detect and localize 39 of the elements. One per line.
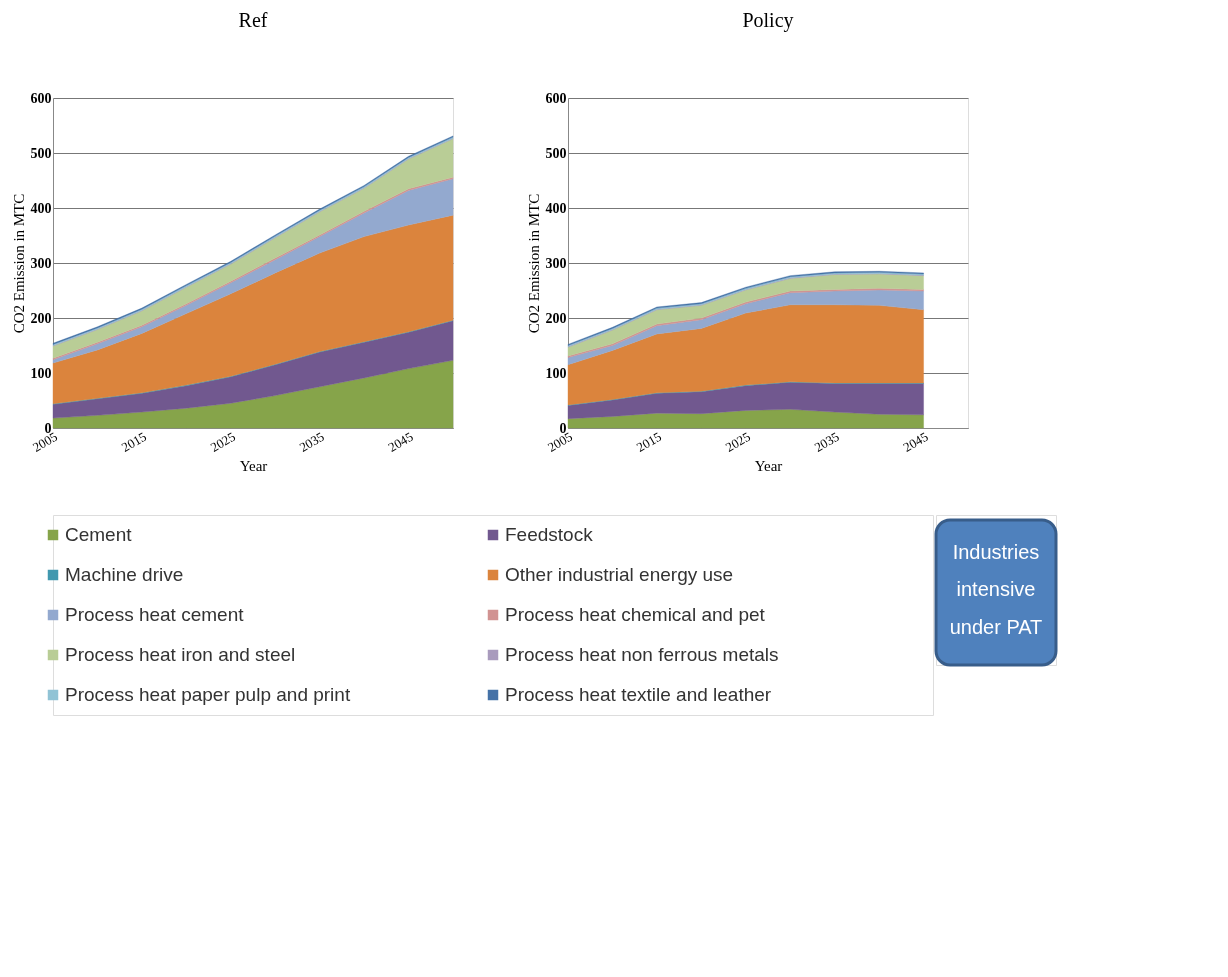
legend-label: Process heat chemical and pet bbox=[505, 604, 766, 625]
y-tick-label: 100 bbox=[30, 365, 52, 381]
y-tick-label: 200 bbox=[30, 310, 52, 326]
x-tick-label: 2035 bbox=[811, 428, 842, 455]
x-tick-label: 2045 bbox=[900, 428, 931, 455]
text: under PAT bbox=[949, 615, 1043, 638]
y-tick-label: 500 bbox=[30, 145, 52, 161]
y-tick-label: 100 bbox=[545, 365, 567, 381]
x-tick-label: 2015 bbox=[118, 428, 149, 455]
y-tick-label: 400 bbox=[545, 200, 567, 216]
y-tick-label: 600 bbox=[545, 90, 567, 106]
y-tick-label: 500 bbox=[545, 145, 567, 161]
legend-label: Process heat cement bbox=[65, 604, 245, 625]
legend-label: Cement bbox=[65, 524, 133, 545]
y-axis-title: CO2 Emission in MTC bbox=[10, 193, 27, 334]
legend-label: Process heat textile and leather bbox=[505, 684, 772, 705]
legend-label: Process heat non ferrous metals bbox=[505, 644, 779, 665]
x-tick-label: 2035 bbox=[296, 428, 327, 455]
legend-label: Process heat paper pulp and print bbox=[65, 684, 351, 705]
x-tick-label: 2025 bbox=[722, 428, 753, 455]
chart-title: Ref bbox=[238, 9, 268, 31]
x-axis-title: Year bbox=[239, 457, 268, 474]
y-axis-title: CO2 Emission in MTC bbox=[525, 193, 542, 334]
x-tick-label: 2025 bbox=[207, 428, 238, 455]
y-tick-label: 300 bbox=[30, 255, 52, 271]
legend-label: Feedstock bbox=[505, 524, 594, 545]
legend-label: Process heat iron and steel bbox=[65, 644, 296, 665]
text: intensive bbox=[956, 578, 1036, 600]
x-axis-title: Year bbox=[754, 457, 783, 474]
x-tick-label: 2045 bbox=[385, 428, 416, 455]
legend-label: Machine drive bbox=[65, 564, 184, 585]
y-tick-label: 300 bbox=[545, 255, 567, 271]
y-tick-label: 600 bbox=[30, 90, 52, 106]
chart-title: Policy bbox=[742, 9, 794, 32]
y-tick-label: 400 bbox=[30, 200, 52, 216]
legend-label: Other industrial energy use bbox=[505, 564, 734, 585]
x-tick-label: 2015 bbox=[633, 428, 664, 455]
y-tick-label: 200 bbox=[545, 310, 567, 326]
text: Industries bbox=[952, 540, 1040, 563]
